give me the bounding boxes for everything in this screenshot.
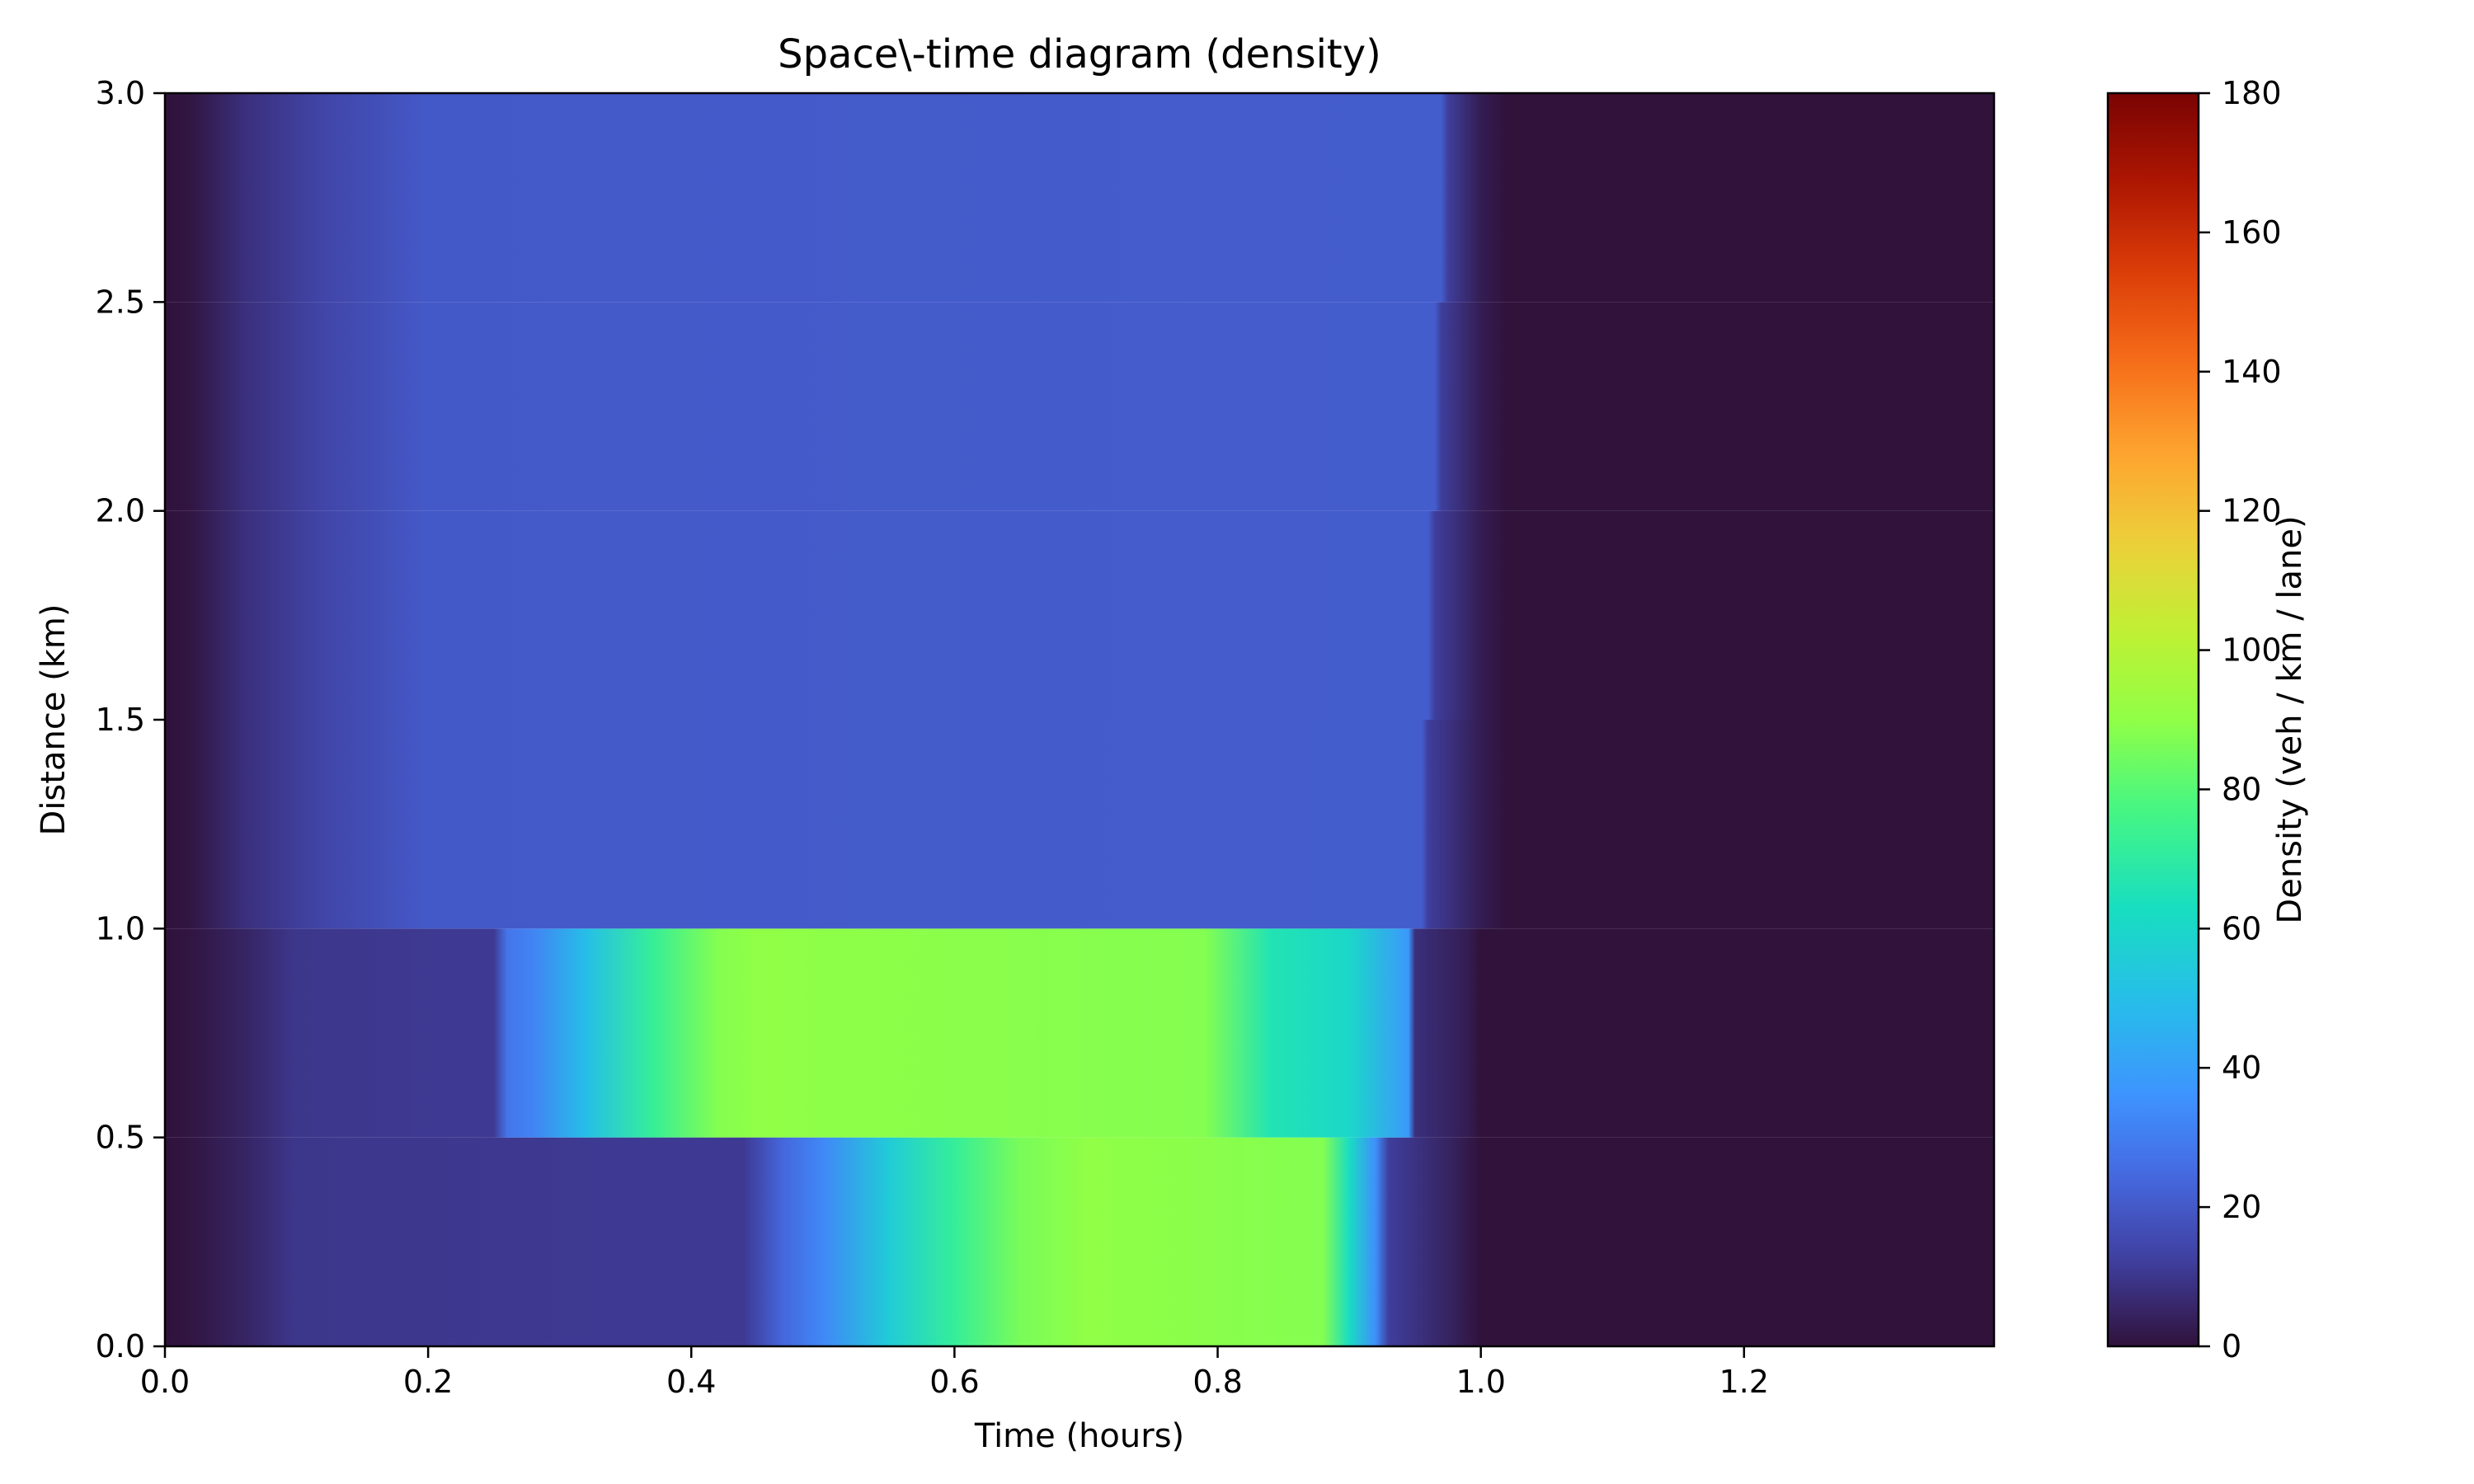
x-axis: 0.0 0.2 0.4 0.6 0.8 1.0 1.2 bbox=[140, 1346, 1769, 1400]
y-tick-label: 2.5 bbox=[96, 284, 145, 320]
colorbar-tick-label: 140 bbox=[2222, 354, 2282, 390]
chart-title: Space\-time diagram (density) bbox=[778, 31, 1381, 77]
colorbar-tick-label: 120 bbox=[2222, 493, 2282, 529]
colorbar-tick-label: 40 bbox=[2222, 1050, 2261, 1086]
y-tick-label: 1.5 bbox=[96, 702, 145, 738]
x-tick-label: 1.2 bbox=[1719, 1364, 1769, 1400]
colorbar-label: Density (veh / km / lane) bbox=[2271, 515, 2309, 923]
y-axis: 0.0 0.5 1.0 1.5 2.0 2.5 3.0 bbox=[96, 75, 165, 1364]
x-tick-label: 0.4 bbox=[666, 1364, 716, 1400]
heatmap-segment bbox=[165, 510, 1994, 720]
x-tick-label: 0.0 bbox=[140, 1364, 190, 1400]
colorbar bbox=[2106, 92, 2200, 1348]
y-tick-label: 3.0 bbox=[96, 75, 145, 111]
colorbar-tick-label: 160 bbox=[2222, 214, 2282, 251]
heatmap-segment bbox=[165, 302, 1994, 511]
heatmap-segment bbox=[165, 928, 1994, 1138]
y-tick-label: 1.0 bbox=[96, 910, 145, 946]
x-tick-label: 0.6 bbox=[929, 1364, 979, 1400]
colorbar-tick-label: 100 bbox=[2222, 632, 2282, 669]
x-tick-label: 1.0 bbox=[1456, 1364, 1505, 1400]
colorbar-tick-label: 20 bbox=[2222, 1189, 2261, 1225]
heatmap-segment bbox=[165, 720, 1994, 929]
colorbar-tick-label: 60 bbox=[2222, 910, 2261, 946]
heatmap-segment bbox=[165, 1137, 1994, 1346]
heatmap-segment bbox=[165, 93, 1994, 303]
y-tick-label: 0.0 bbox=[96, 1328, 145, 1364]
colorbar-axis: 0 20 40 60 80 100 120 140 160 180 bbox=[2199, 75, 2282, 1364]
colorbar-tick-label: 80 bbox=[2222, 771, 2261, 807]
heatmap bbox=[165, 93, 1994, 1346]
y-axis-label: Distance (km) bbox=[35, 604, 73, 836]
colorbar-tick-label: 0 bbox=[2222, 1328, 2241, 1364]
x-axis-label: Time (hours) bbox=[974, 1417, 1184, 1455]
y-tick-label: 2.0 bbox=[96, 493, 145, 529]
y-tick-label: 0.5 bbox=[96, 1120, 145, 1156]
x-tick-label: 0.8 bbox=[1192, 1364, 1242, 1400]
x-tick-label: 0.2 bbox=[403, 1364, 453, 1400]
colorbar-tick-label: 180 bbox=[2222, 75, 2282, 111]
